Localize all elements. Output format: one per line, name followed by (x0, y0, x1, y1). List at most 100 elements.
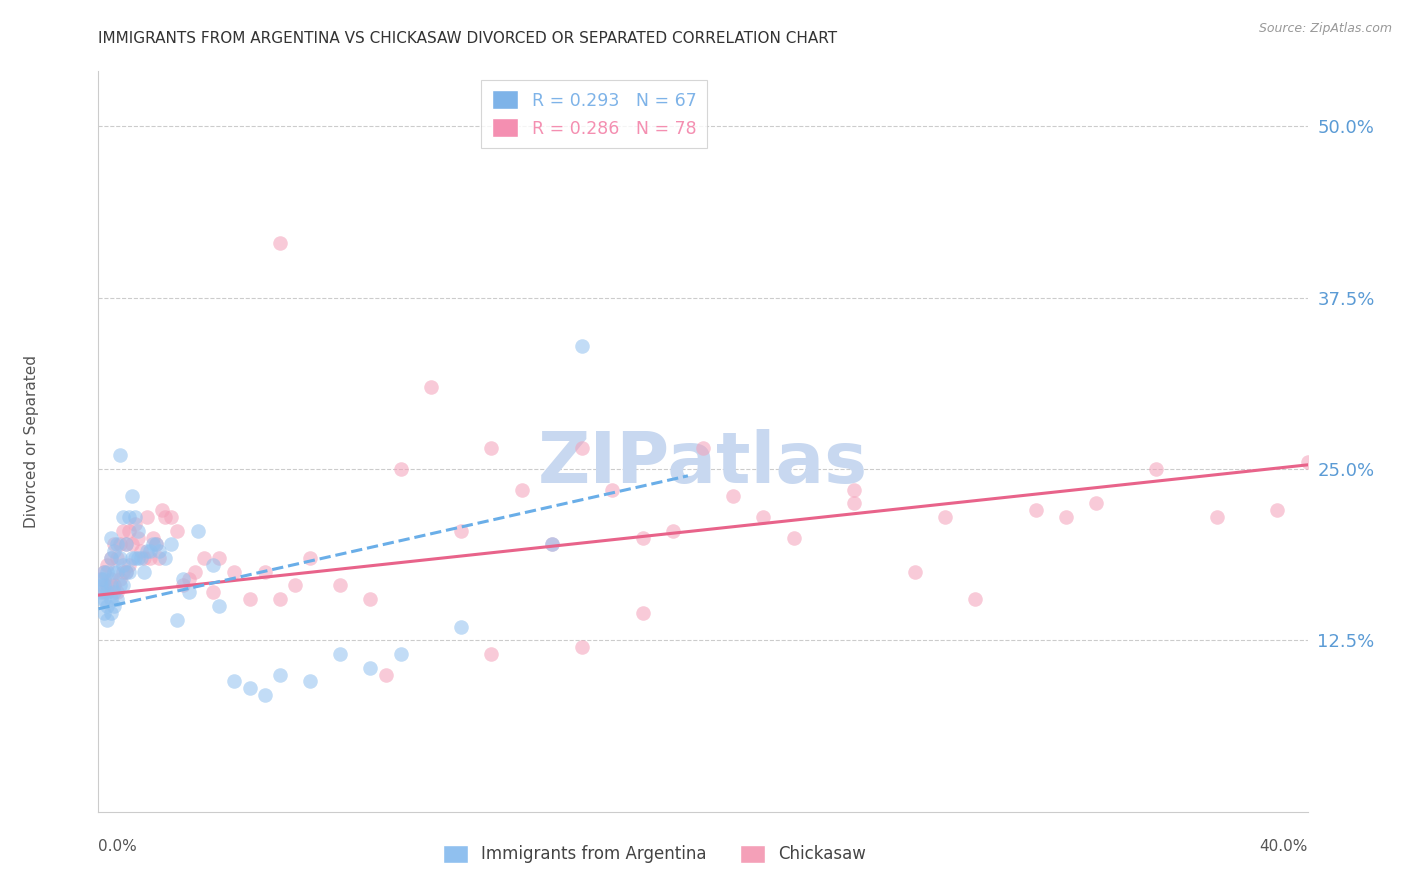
Point (127, 524, 149, 538)
Point (135, 544, 157, 558)
Point (631, 531, 654, 545)
Point (118, 510, 141, 524)
Point (360, 661, 382, 675)
Point (284, 578, 307, 592)
Point (93, 565, 115, 579)
Point (723, 489, 745, 503)
Point (374, 667, 396, 681)
Point (481, 647, 503, 661)
Point (166, 524, 188, 538)
Point (360, 592, 382, 607)
Point (142, 531, 165, 545)
Point (132, 565, 155, 579)
Point (121, 537, 143, 551)
Point (105, 592, 128, 607)
Point (1054, 510, 1077, 524)
Point (661, 524, 683, 538)
Point (121, 489, 143, 503)
Point (224, 565, 246, 579)
Point (172, 578, 194, 592)
Point (100, 531, 122, 545)
Point (105, 551, 128, 566)
Point (752, 510, 775, 524)
Point (111, 558, 134, 572)
Point (224, 674, 246, 689)
Point (179, 572, 201, 586)
Point (103, 565, 125, 579)
Point (90, 572, 112, 586)
Point (103, 585, 125, 599)
Point (129, 544, 152, 558)
Point (253, 565, 276, 579)
Point (148, 551, 170, 566)
Point (783, 531, 806, 545)
Point (540, 537, 562, 551)
Point (208, 551, 231, 566)
Point (329, 578, 352, 592)
Point (160, 537, 183, 551)
Point (172, 572, 194, 586)
Legend: Immigrants from Argentina, Chickasaw: Immigrants from Argentina, Chickasaw (436, 838, 873, 870)
Point (602, 483, 624, 497)
Text: Source: ZipAtlas.com: Source: ZipAtlas.com (1258, 22, 1392, 36)
Point (844, 483, 866, 497)
Text: ZIPatlas: ZIPatlas (538, 429, 868, 499)
Point (299, 674, 322, 689)
Point (1267, 503, 1289, 517)
Point (139, 551, 162, 566)
Point (1085, 496, 1108, 510)
Point (96, 613, 118, 627)
Point (208, 599, 231, 613)
Text: 40.0%: 40.0% (1260, 839, 1308, 855)
Point (450, 619, 472, 633)
Point (160, 510, 183, 524)
Point (100, 606, 122, 620)
Point (179, 585, 201, 599)
Point (124, 516, 146, 531)
Point (269, 667, 291, 681)
Point (108, 448, 131, 462)
Point (202, 585, 225, 599)
Point (1144, 462, 1167, 476)
Point (239, 681, 262, 696)
Point (124, 510, 146, 524)
Point (96, 585, 118, 599)
Point (153, 510, 176, 524)
Point (90, 592, 112, 607)
Point (540, 537, 562, 551)
Point (93, 592, 115, 607)
Point (90, 572, 112, 586)
Point (965, 592, 987, 607)
Point (108, 537, 131, 551)
Text: Divorced or Separated: Divorced or Separated (24, 355, 39, 528)
Point (127, 551, 149, 566)
Point (121, 551, 143, 566)
Point (96, 565, 118, 579)
Point (420, 380, 443, 394)
Point (239, 592, 262, 607)
Point (269, 235, 291, 250)
Point (934, 510, 956, 524)
Point (96, 599, 118, 613)
Point (145, 537, 167, 551)
Point (904, 565, 927, 579)
Point (93, 585, 115, 599)
Point (145, 537, 167, 551)
Point (108, 572, 131, 586)
Point (108, 578, 131, 592)
Point (202, 558, 225, 572)
Point (1206, 510, 1229, 524)
Point (127, 531, 149, 545)
Point (93, 565, 115, 579)
Point (1296, 455, 1319, 469)
Point (481, 442, 503, 456)
Point (118, 565, 141, 579)
Point (100, 592, 122, 607)
Point (90, 585, 112, 599)
Point (103, 544, 125, 558)
Point (389, 647, 412, 661)
Point (142, 537, 165, 551)
Point (844, 496, 866, 510)
Point (187, 524, 209, 538)
Point (118, 558, 141, 572)
